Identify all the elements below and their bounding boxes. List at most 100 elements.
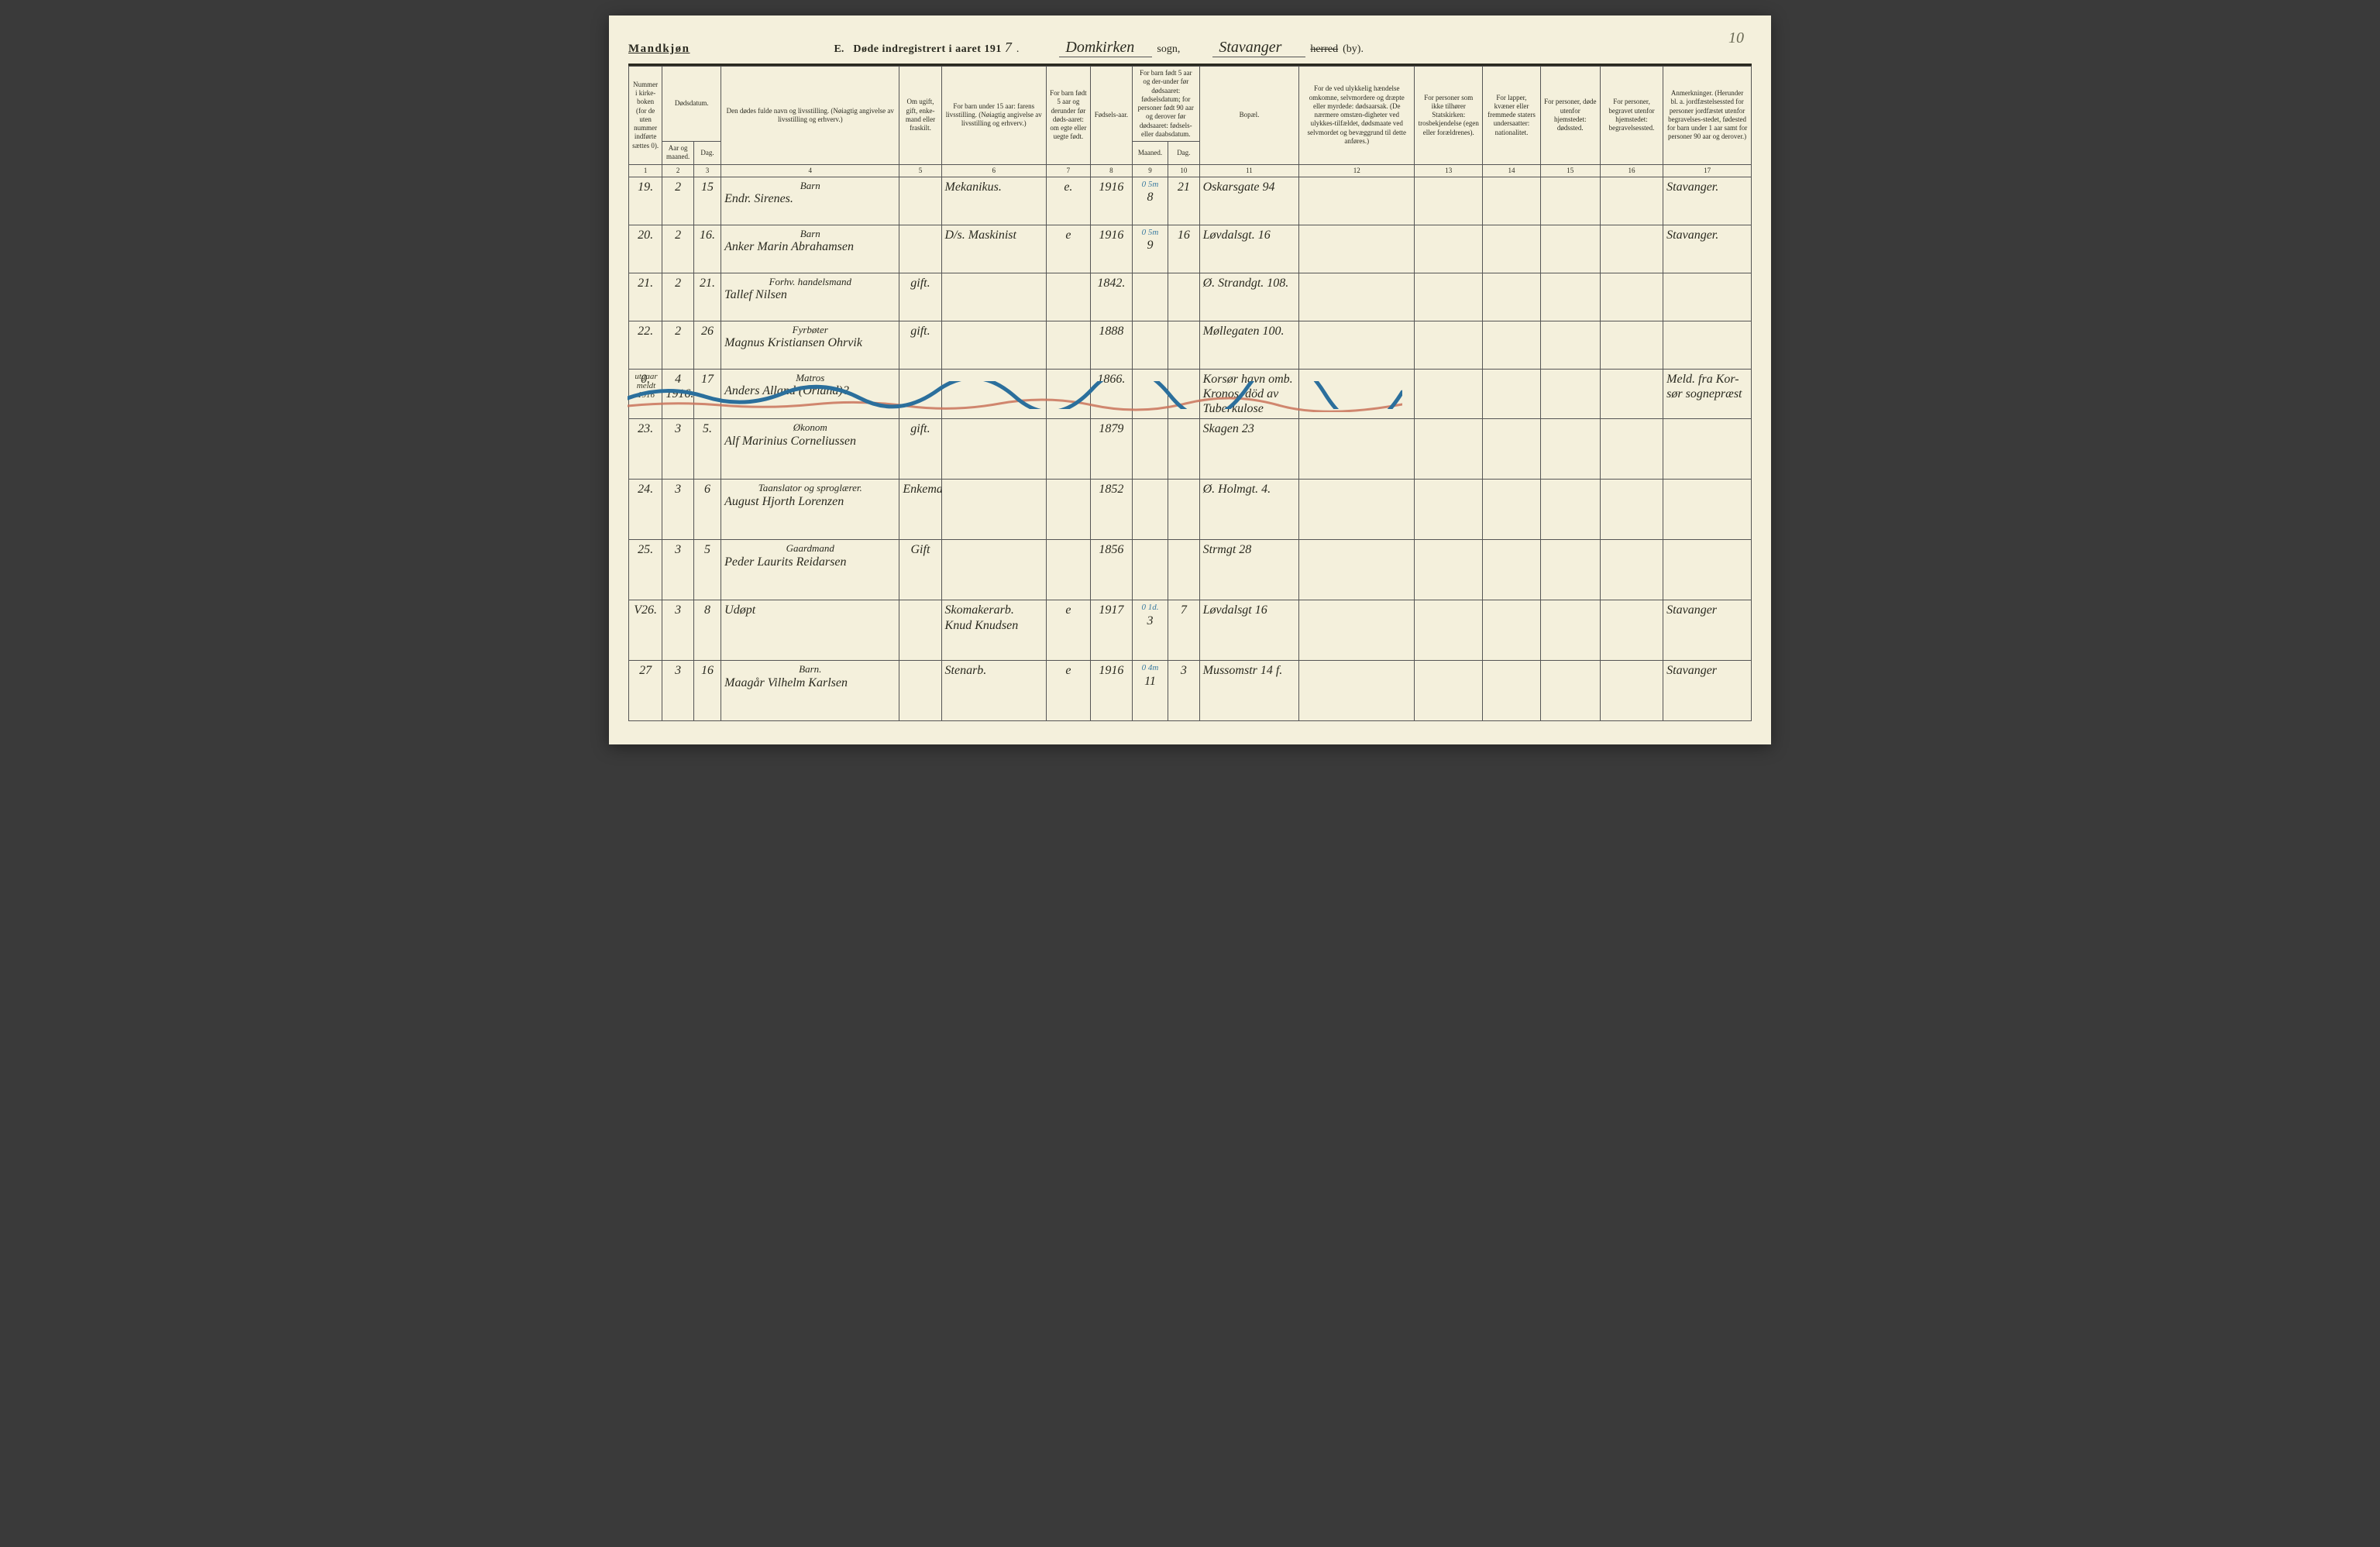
cell-name: FyrbøterMagnus Kristiansen Ohrvik	[721, 321, 899, 369]
cell-name: GaardmandPeder Laurits Reidarsen	[721, 540, 899, 600]
cell-cause	[1299, 273, 1415, 321]
cell-marital	[899, 600, 941, 661]
table-row: utgaar meldt 19160.41916.17MatrosAnders …	[629, 369, 1752, 419]
cell-cause	[1299, 419, 1415, 480]
occupation-line: Taanslator og sproglærer.	[724, 482, 896, 494]
cell-birth-month	[1132, 321, 1168, 369]
herred-label: herred	[1310, 43, 1338, 56]
cell-marital	[899, 369, 941, 419]
cell-name: BarnEndr. Sirenes.	[721, 177, 899, 225]
col-17-header: Anmerkninger. (Herunder bl. a. jordfæste…	[1663, 67, 1752, 165]
cell-name: Forhv. handelsmandTallef Nilsen	[721, 273, 899, 321]
colnum: 2	[662, 164, 694, 177]
colnum: 9	[1132, 164, 1168, 177]
cell-father	[941, 540, 1046, 600]
title-text: Døde indregistrert i aaret 191	[853, 43, 1002, 56]
cell-dag: 5	[693, 540, 721, 600]
cell-birth-day: 7	[1168, 600, 1200, 661]
cell-faith	[1415, 480, 1483, 540]
col-9-10-group: For barn født 5 aar og der-under før død…	[1132, 67, 1199, 142]
cell-birth-day: 3	[1168, 661, 1200, 721]
cell-num: 25.	[629, 540, 662, 600]
cell-address: Ø. Holmgt. 4.	[1199, 480, 1299, 540]
cell-num: 24.	[629, 480, 662, 540]
sogn-label: sogn,	[1157, 43, 1180, 56]
cell-deathplace	[1540, 225, 1600, 273]
table-row: 22.226FyrbøterMagnus Kristiansen Ohrvikg…	[629, 321, 1752, 369]
cell-father: Stenarb.	[941, 661, 1046, 721]
colnum: 7	[1046, 164, 1090, 177]
name-line: Anders Alland (Orland)?	[724, 383, 896, 398]
cell-num: 20.	[629, 225, 662, 273]
cell-nationality	[1483, 225, 1540, 273]
col-16-header: For personer, begravet utenfor hjemstede…	[1600, 67, 1663, 165]
occupation-line: Barn	[724, 180, 896, 192]
cell-nationality	[1483, 540, 1540, 600]
age-annotation: 0 5m	[1136, 228, 1164, 238]
cell-birth-day: 16	[1168, 225, 1200, 273]
cell-deathplace	[1540, 419, 1600, 480]
name-line: August Hjorth Lorenzen	[724, 494, 896, 509]
cell-birth-day	[1168, 419, 1200, 480]
cell-nationality	[1483, 419, 1540, 480]
cell-legit: e	[1046, 661, 1090, 721]
cell-marital	[899, 177, 941, 225]
name-line: Magnus Kristiansen Ohrvik	[724, 335, 896, 350]
cell-burialplace	[1600, 225, 1663, 273]
cell-marital: Enkemand	[899, 480, 941, 540]
cell-notes	[1663, 540, 1752, 600]
cell-faith	[1415, 177, 1483, 225]
cell-birthyear: 1852	[1090, 480, 1132, 540]
name-line: Peder Laurits Reidarsen	[724, 555, 896, 569]
table-row: 25.35GaardmandPeder Laurits ReidarsenGif…	[629, 540, 1752, 600]
col-3-header: Dag.	[693, 142, 721, 165]
cell-birth-month: 0 1d.3	[1132, 600, 1168, 661]
cell-cause	[1299, 321, 1415, 369]
cell-notes	[1663, 419, 1752, 480]
colnum: 16	[1600, 164, 1663, 177]
cell-deathplace	[1540, 480, 1600, 540]
cell-birthyear: 1842.	[1090, 273, 1132, 321]
cell-faith	[1415, 540, 1483, 600]
col-7-header: For barn født 5 aar og derunder før døds…	[1046, 67, 1090, 165]
cell-address: Korsør havn omb. Kronos. död av Tuberkul…	[1199, 369, 1299, 419]
cell-notes: Meld. fra Kor- sør sognepræst	[1663, 369, 1752, 419]
cell-nationality	[1483, 321, 1540, 369]
cell-name: Taanslator og sproglærer.August Hjorth L…	[721, 480, 899, 540]
colnum: 17	[1663, 164, 1752, 177]
table-row: 20.216.BarnAnker Marin AbrahamsenD/s. Ma…	[629, 225, 1752, 273]
occupation-line: Gaardmand	[724, 542, 896, 555]
cell-father: Mekanikus.	[941, 177, 1046, 225]
cell-cause	[1299, 480, 1415, 540]
herred-value: Stavanger	[1212, 39, 1305, 57]
cell-notes: Stavanger.	[1663, 225, 1752, 273]
cell-dag: 16	[693, 661, 721, 721]
cell-burialplace	[1600, 540, 1663, 600]
col-5-header: Om ugift, gift, enke-mand eller fraskilt…	[899, 67, 941, 165]
cell-notes: Stavanger.	[1663, 177, 1752, 225]
cell-nationality	[1483, 600, 1540, 661]
cell-faith	[1415, 321, 1483, 369]
cell-address: Møllegaten 100.	[1199, 321, 1299, 369]
cell-burialplace	[1600, 480, 1663, 540]
col-13-header: For personer som ikke tilhører Statskirk…	[1415, 67, 1483, 165]
cell-num: 27	[629, 661, 662, 721]
cell-father	[941, 273, 1046, 321]
colnum: 15	[1540, 164, 1600, 177]
table-row: 21.221.Forhv. handelsmandTallef Nilsengi…	[629, 273, 1752, 321]
cell-name: Barn.Maagår Vilhelm Karlsen	[721, 661, 899, 721]
cell-birthyear: 1917	[1090, 600, 1132, 661]
cell-dag: 16.	[693, 225, 721, 273]
cell-legit: e	[1046, 225, 1090, 273]
table-row: 23.35.ØkonomAlf Marinius Corneliussengif…	[629, 419, 1752, 480]
cell-cause	[1299, 661, 1415, 721]
cell-dag: 17	[693, 369, 721, 419]
colnum: 4	[721, 164, 899, 177]
name-line: Tallef Nilsen	[724, 287, 896, 302]
cell-legit	[1046, 419, 1090, 480]
cell-father	[941, 321, 1046, 369]
colnum: 13	[1415, 164, 1483, 177]
cell-deathplace	[1540, 369, 1600, 419]
name-line: Maagår Vilhelm Karlsen	[724, 676, 896, 690]
cell-deathplace	[1540, 540, 1600, 600]
